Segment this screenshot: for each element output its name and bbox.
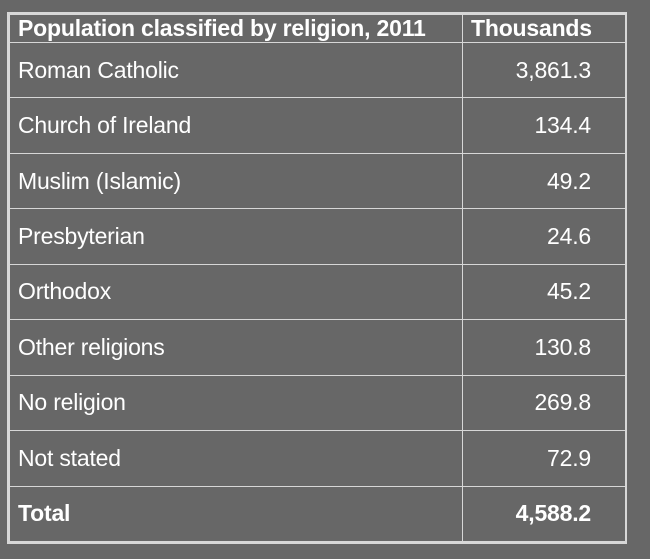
table-header-row: Population classified by religion, 2011 … [9,14,626,43]
row-label: Church of Ireland [9,97,463,154]
row-label: Roman Catholic [9,41,463,99]
row-label: Other religions [9,319,463,376]
table-row: No religion 269.8 [9,374,626,432]
table-row: Church of Ireland 134.4 [9,97,626,154]
row-value: 3,861.3 [462,41,626,99]
table-row: Muslim (Islamic) 49.2 [9,152,626,210]
total-label: Total [9,485,463,542]
row-value: 269.8 [462,374,626,432]
row-value: 24.6 [462,208,626,265]
row-value: 72.9 [462,430,626,487]
total-value: 4,588.2 [462,485,626,542]
row-label: No religion [9,374,463,432]
row-label: Not stated [9,430,463,487]
table-row: Not stated 72.9 [9,430,626,487]
table-body: Roman Catholic 3,861.3 Church of Ireland… [9,41,626,542]
table-row: Presbyterian 24.6 [9,208,626,265]
religion-table: Population classified by religion, 2011 … [9,14,626,542]
row-value: 45.2 [462,263,626,321]
row-value: 134.4 [462,97,626,154]
row-value: 49.2 [462,152,626,210]
table-row: Orthodox 45.2 [9,263,626,321]
religion-table-container: Population classified by religion, 2011 … [7,12,627,544]
column-header-value: Thousands [462,14,626,43]
row-value: 130.8 [462,319,626,376]
row-label: Orthodox [9,263,463,321]
table-row: Roman Catholic 3,861.3 [9,41,626,99]
row-label: Muslim (Islamic) [9,152,463,210]
row-label: Presbyterian [9,208,463,265]
column-header-label: Population classified by religion, 2011 [9,14,463,43]
table-row: Other religions 130.8 [9,319,626,376]
total-row: Total 4,588.2 [9,485,626,542]
